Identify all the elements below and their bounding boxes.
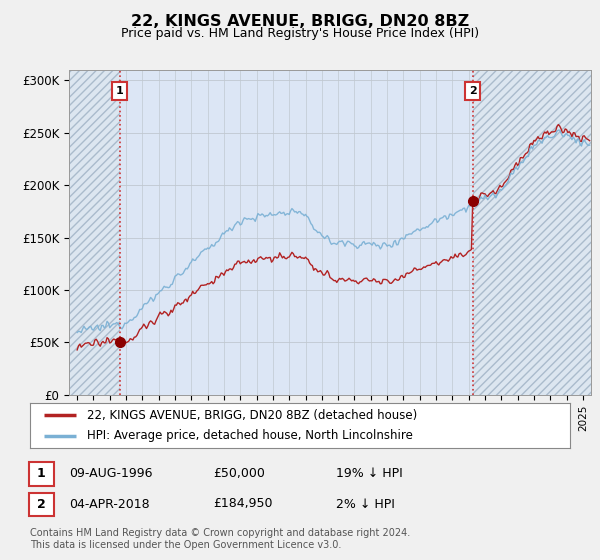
Text: £50,000: £50,000 bbox=[213, 466, 265, 480]
Bar bbox=[69, 70, 119, 395]
Bar bbox=[119, 70, 473, 395]
Text: 1: 1 bbox=[37, 466, 46, 480]
Text: 04-APR-2018: 04-APR-2018 bbox=[69, 497, 149, 511]
Text: £184,950: £184,950 bbox=[213, 497, 272, 511]
Bar bbox=[473, 70, 591, 395]
Text: 2: 2 bbox=[469, 86, 476, 96]
Text: Price paid vs. HM Land Registry's House Price Index (HPI): Price paid vs. HM Land Registry's House … bbox=[121, 27, 479, 40]
Text: 2: 2 bbox=[37, 497, 46, 511]
Text: 2% ↓ HPI: 2% ↓ HPI bbox=[336, 497, 395, 511]
Text: 22, KINGS AVENUE, BRIGG, DN20 8BZ (detached house): 22, KINGS AVENUE, BRIGG, DN20 8BZ (detac… bbox=[86, 409, 417, 422]
Text: Contains HM Land Registry data © Crown copyright and database right 2024.
This d: Contains HM Land Registry data © Crown c… bbox=[30, 528, 410, 549]
Text: 19% ↓ HPI: 19% ↓ HPI bbox=[336, 466, 403, 480]
Text: 1: 1 bbox=[116, 86, 124, 96]
Text: 09-AUG-1996: 09-AUG-1996 bbox=[69, 466, 152, 480]
Text: 22, KINGS AVENUE, BRIGG, DN20 8BZ: 22, KINGS AVENUE, BRIGG, DN20 8BZ bbox=[131, 14, 469, 29]
Text: HPI: Average price, detached house, North Lincolnshire: HPI: Average price, detached house, Nort… bbox=[86, 430, 413, 442]
